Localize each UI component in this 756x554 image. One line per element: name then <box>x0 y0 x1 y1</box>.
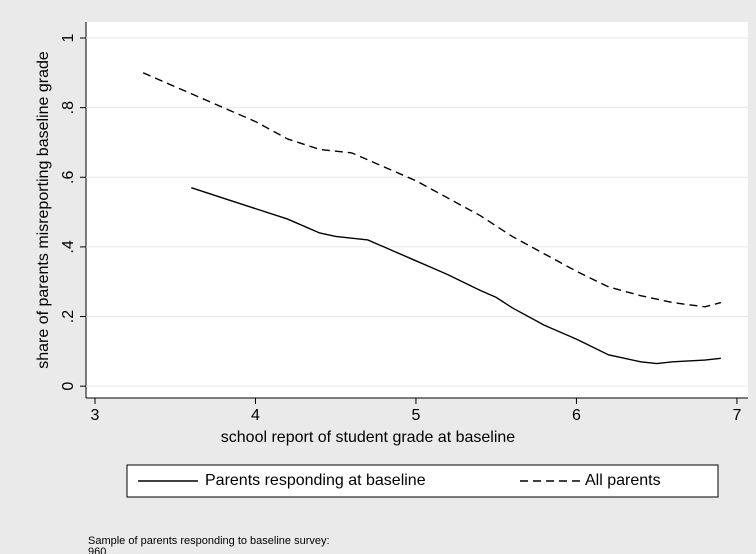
line <box>142 72 722 308</box>
x-tick-label: 7 <box>732 407 741 424</box>
x-tick-label: 3 <box>91 407 100 424</box>
x-axis-title: school report of student grade at baseli… <box>221 429 516 446</box>
y-tick-label: .4 <box>60 240 77 253</box>
y-tick-label: .2 <box>60 310 77 323</box>
y-tick-label: 0 <box>60 382 77 391</box>
x-tick-label: 5 <box>412 407 421 424</box>
y-axis-title: share of parents misreporting baseline g… <box>35 51 52 369</box>
legend-label: All parents <box>585 472 661 489</box>
note: Sample of parents responding to baseline… <box>88 535 330 547</box>
y-tick-label: 1 <box>60 33 77 42</box>
y-tick-label: .8 <box>60 101 77 114</box>
legend-label: Parents responding at baseline <box>205 472 426 489</box>
x-tick-label: 4 <box>251 407 260 424</box>
note: 960 <box>88 546 106 554</box>
y-tick-label: .6 <box>60 171 77 184</box>
legend <box>126 464 719 498</box>
plot-area <box>86 22 748 398</box>
x-tick-label: 6 <box>572 407 581 424</box>
line <box>191 187 721 365</box>
